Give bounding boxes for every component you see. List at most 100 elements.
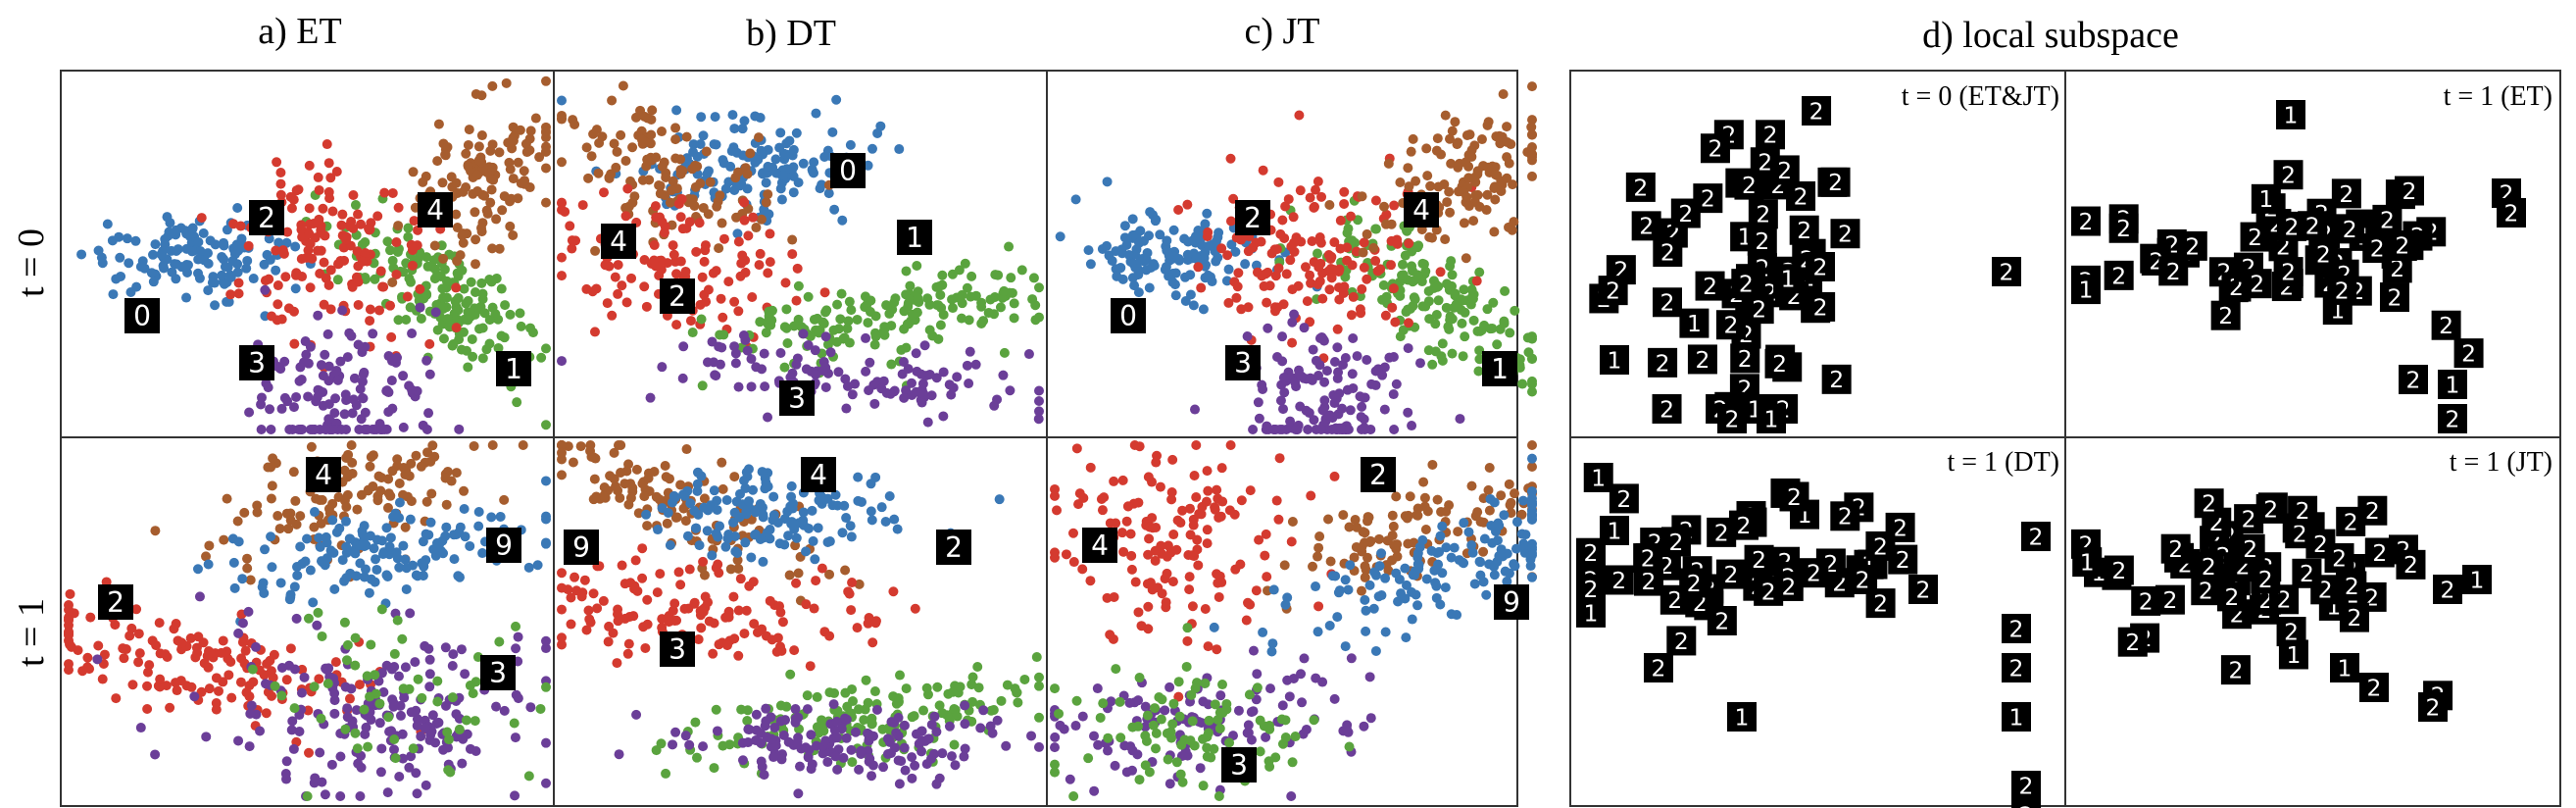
scatter-point-digit-1: [947, 269, 958, 279]
scatter-point-digit-9: [1527, 550, 1537, 561]
scatter-point-digit-1: [1210, 699, 1220, 710]
scatter-point-digit-1: [452, 268, 463, 278]
scatter-panel-dt-t1: 49 23: [557, 440, 1044, 799]
scatter-point-digit-4: [487, 139, 498, 150]
scatter-point-digit-4: [232, 516, 243, 527]
scatter-point-digit-2: [680, 266, 691, 277]
scatter-point-digit-3: [1127, 745, 1138, 756]
scatter-point-digit-9: [694, 540, 705, 551]
scatter-point-digit-1: [1505, 328, 1515, 338]
scatter-point-digit-1: [812, 691, 822, 702]
scatter-point-digit-4: [668, 176, 678, 186]
scatter-point-digit-2: [1286, 241, 1297, 252]
scatter-point-digit-2: [629, 583, 640, 594]
scatter-point-digit-4: [513, 193, 523, 204]
scatter-point-digit-1: [1255, 746, 1265, 757]
scatter-point-digit-3: [263, 382, 273, 393]
digit-thumbnail: 2: [1764, 348, 1795, 379]
scatter-point-digit-1: [709, 763, 719, 774]
scatter-point-digit-4: [451, 209, 462, 220]
scatter-point-digit-9: [774, 538, 785, 549]
scatter-point-digit-3: [1254, 413, 1264, 424]
scatter-point-digit-0: [241, 263, 252, 274]
scatter-point-digit-0: [207, 278, 218, 288]
scatter-point-digit-9: [786, 480, 797, 491]
scatter-point-digit-4: [623, 499, 634, 510]
scatter-point-digit-2: [579, 575, 590, 585]
scatter-point-digit-1: [477, 323, 488, 333]
digit-tile-glyph: 4: [810, 459, 827, 491]
digit-label-2: 2: [1235, 200, 1270, 235]
scatter-point-digit-4: [1478, 546, 1489, 557]
scatter-point-digit-9: [880, 516, 891, 527]
scatter-point-digit-9: [889, 514, 900, 525]
scatter-point-digit-2: [1359, 262, 1369, 273]
digit-tile-glyph: 2: [1701, 185, 1715, 213]
digit-tile-glyph: 1: [906, 222, 923, 254]
scatter-point-digit-2: [1314, 232, 1325, 243]
scatter-point-digit-4: [541, 141, 551, 152]
digit-thumbnail-outlier: 2: [2399, 365, 2428, 394]
digit-thumbnail: 2: [1728, 510, 1759, 540]
digit-tile-glyph: 3: [788, 382, 806, 415]
scatter-point-digit-2: [673, 198, 684, 209]
scatter-point-digit-2: [347, 281, 358, 292]
scatter-point-digit-4: [1325, 556, 1336, 567]
scatter-point-digit-4: [418, 177, 428, 187]
digit-label-2: 2: [660, 278, 695, 314]
scatter-point-digit-2: [1311, 184, 1321, 195]
scatter-point-digit-2: [685, 316, 696, 327]
scatter-point-digit-0: [1162, 235, 1172, 246]
scatter-point-digit-9: [418, 536, 428, 547]
scatter-point-digit-3: [92, 654, 103, 665]
scatter-point-digit-2: [718, 233, 729, 244]
scatter-point-digit-9: [758, 556, 768, 567]
scatter-point-digit-1: [1071, 695, 1082, 706]
scatter-point-digit-3: [244, 741, 255, 752]
scatter-point-digit-9: [315, 541, 325, 552]
scatter-point-digit-4: [521, 147, 532, 158]
scatter-point-digit-9: [1343, 584, 1354, 595]
scatter-point-digit-3: [1341, 723, 1352, 733]
scatter-point-digit-9: [1400, 563, 1411, 574]
scatter-point-digit-9: [722, 533, 733, 544]
scatter-point-digit-4: [451, 177, 462, 188]
scatter-point-digit-4: [1279, 560, 1290, 571]
scatter-point-digit-1: [1095, 712, 1106, 723]
scatter-point-digit-4: [477, 189, 488, 200]
scatter-point-digit-4: [393, 221, 404, 231]
scatter-point-digit-9: [1510, 561, 1520, 572]
scatter-point-digit-0: [107, 235, 118, 246]
scatter-point-digit-3: [356, 414, 367, 425]
scatter-point-digit-4: [712, 201, 722, 212]
scatter-point-digit-9: [334, 523, 345, 533]
scatter-point-digit-4: [463, 161, 473, 172]
scatter-point-digit-2: [134, 648, 145, 659]
scatter-point-digit-2: [97, 674, 108, 684]
scatter-point-digit-4: [482, 208, 493, 219]
local-panel-t1-dt: 2222222212222222222122222222221222222222…: [1576, 463, 2051, 808]
scatter-point-digit-1: [1312, 248, 1322, 259]
scatter-point-digit-4: [392, 454, 403, 465]
scatter-point-digit-1: [463, 315, 473, 326]
scatter-point-digit-2: [1193, 560, 1204, 571]
scatter-point-digit-1: [403, 223, 414, 233]
digit-thumbnail: 1: [2071, 275, 2101, 305]
scatter-point-digit-1: [691, 752, 702, 763]
scatter-point-digit-1: [317, 631, 327, 641]
scatter-point-digit-4: [503, 137, 514, 148]
scatter-point-digit-4: [616, 129, 626, 140]
scatter-point-digit-3: [354, 425, 365, 434]
digit-tile-glyph: 2: [2380, 206, 2395, 233]
scatter-point-digit-4: [1352, 522, 1362, 532]
scatter-point-digit-3: [746, 381, 757, 392]
scatter-point-digit-3: [323, 399, 334, 410]
scatter-point-digit-1: [996, 695, 1007, 706]
scatter-point-digit-3: [309, 425, 320, 434]
scatter-point-digit-2: [415, 283, 425, 294]
scatter-point-digit-3: [917, 379, 928, 389]
scatter-point-digit-3: [368, 328, 378, 339]
digit-tile-glyph: 3: [669, 633, 686, 666]
digit-tile-glyph: 1: [1491, 353, 1509, 385]
scatter-point-digit-3: [288, 743, 299, 754]
